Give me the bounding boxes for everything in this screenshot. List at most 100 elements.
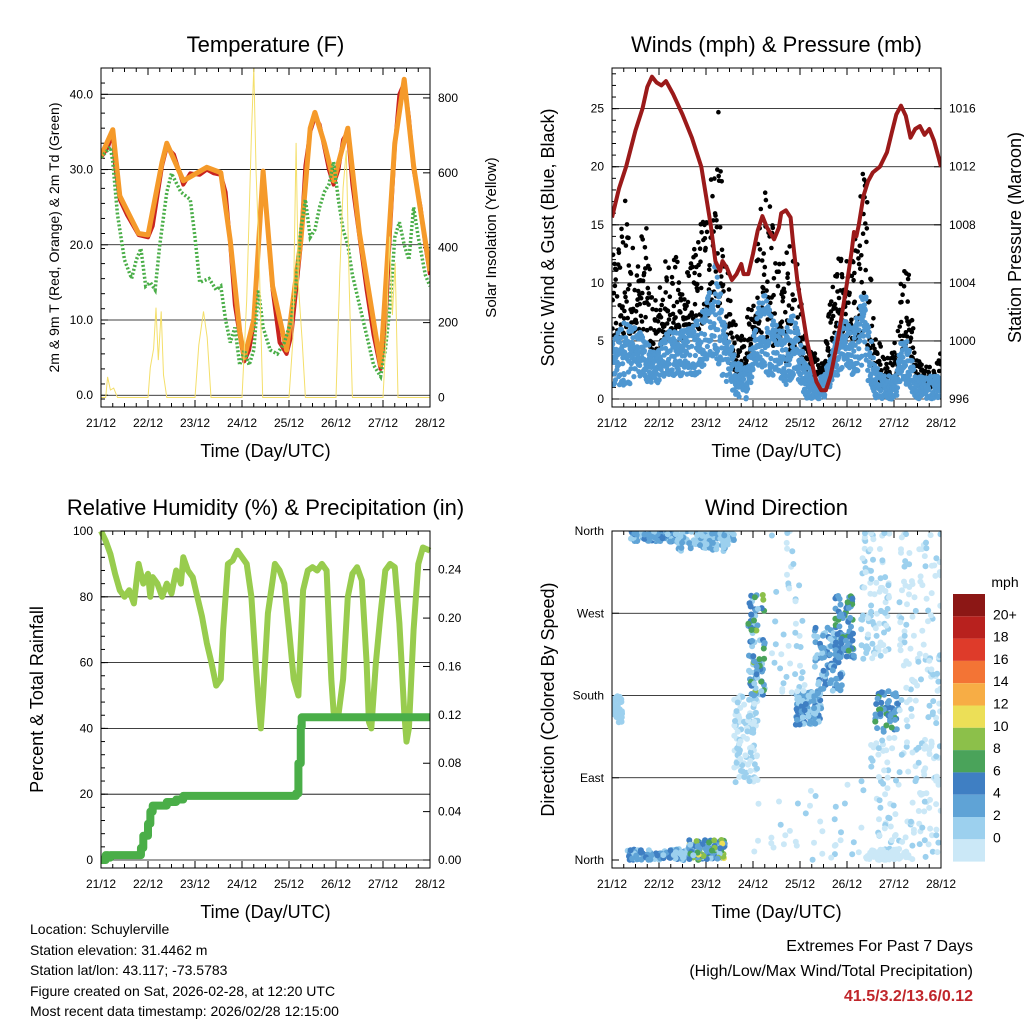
y2-tick-label: 0.04 bbox=[438, 805, 462, 819]
y2-axis-label: Solar Insolation (Yellow) bbox=[483, 157, 500, 317]
gust-point bbox=[847, 290, 852, 296]
x-tick-label: 23/12 bbox=[180, 416, 210, 430]
direction-point bbox=[885, 814, 892, 821]
direction-point bbox=[899, 587, 905, 594]
direction-point bbox=[800, 687, 807, 694]
y-tick-label: 0 bbox=[597, 392, 604, 406]
series-precipitation bbox=[99, 713, 430, 864]
wind-point bbox=[648, 379, 654, 385]
gust-point bbox=[787, 244, 792, 249]
direction-point bbox=[909, 676, 915, 683]
direction-point bbox=[868, 602, 875, 609]
direction-point bbox=[686, 837, 693, 844]
gust-point bbox=[719, 274, 724, 279]
gust-point bbox=[768, 300, 773, 306]
gust-point bbox=[832, 301, 838, 307]
gust-point bbox=[697, 246, 703, 251]
y-tick-label: 60 bbox=[80, 656, 94, 670]
gust-point bbox=[693, 252, 698, 258]
direction-point bbox=[922, 563, 929, 570]
direction-point bbox=[732, 779, 739, 786]
direction-point bbox=[890, 802, 897, 809]
direction-point bbox=[893, 726, 900, 733]
gust-point bbox=[765, 279, 770, 285]
gust-point bbox=[730, 335, 735, 340]
wind-point bbox=[704, 343, 711, 350]
direction-point bbox=[837, 671, 844, 678]
direction-point bbox=[901, 632, 908, 639]
gust-point bbox=[638, 313, 644, 319]
legend-swatch bbox=[953, 750, 985, 773]
gust-point bbox=[879, 368, 884, 373]
direction-point bbox=[910, 632, 917, 639]
x-tick-label: 22/12 bbox=[133, 416, 163, 430]
y2-tick-label: 200 bbox=[438, 316, 458, 330]
gust-point bbox=[834, 272, 840, 277]
y-axis-label: Percent & Total Rainfall bbox=[27, 606, 47, 793]
wind-point bbox=[731, 352, 737, 358]
x-tick-label: 25/12 bbox=[274, 416, 304, 430]
direction-point bbox=[753, 753, 760, 760]
gust-point bbox=[709, 280, 715, 285]
gust-point bbox=[780, 295, 786, 300]
direction-point bbox=[807, 787, 814, 794]
direction-point bbox=[858, 626, 865, 633]
legend-label: 6 bbox=[993, 762, 1001, 778]
gust-point bbox=[618, 313, 624, 318]
wind-point bbox=[790, 313, 796, 319]
direction-point bbox=[919, 627, 926, 634]
direction-point bbox=[778, 651, 785, 658]
gust-point bbox=[641, 326, 646, 332]
direction-point bbox=[677, 849, 684, 856]
series-dewpoint bbox=[101, 143, 430, 382]
direction-point bbox=[812, 654, 819, 661]
x-axis-label: Time (Day/UTC) bbox=[200, 441, 330, 461]
direction-point bbox=[783, 539, 790, 546]
wind-point bbox=[900, 354, 906, 360]
direction-point bbox=[884, 785, 891, 792]
direction-point bbox=[925, 607, 932, 614]
extremes-subtitle: (High/Low/Max Wind/Total Precipitation) bbox=[689, 963, 973, 980]
direction-point bbox=[751, 658, 757, 665]
gust-point bbox=[666, 265, 671, 271]
panel-humidity: Relative Humidity (%) & Precipitation (i… bbox=[27, 495, 464, 922]
direction-point bbox=[869, 757, 876, 764]
wind-point bbox=[762, 293, 768, 299]
direction-point bbox=[844, 599, 851, 606]
y-tick-label: East bbox=[580, 771, 605, 785]
gust-point bbox=[704, 220, 709, 225]
direction-point bbox=[708, 847, 715, 854]
wind-point bbox=[835, 372, 841, 378]
direction-point bbox=[870, 556, 876, 563]
gust-point bbox=[634, 273, 640, 278]
plot-frame bbox=[100, 67, 431, 408]
direction-point bbox=[770, 844, 777, 851]
direction-cluster bbox=[675, 531, 728, 554]
gust-point bbox=[619, 234, 625, 239]
gust-point bbox=[641, 270, 647, 276]
direction-point bbox=[714, 855, 721, 862]
panel-temperature: Temperature (F) 0.0 10.0 20.0 30.0 40.0 0 200 40… bbox=[46, 32, 500, 461]
direction-point bbox=[667, 847, 674, 854]
gust-point bbox=[720, 253, 726, 259]
gust-point bbox=[792, 297, 798, 303]
gust-point bbox=[702, 236, 708, 241]
direction-point bbox=[693, 838, 700, 845]
gust-point bbox=[905, 299, 910, 304]
gust-point bbox=[781, 261, 786, 267]
gust-point bbox=[653, 298, 658, 303]
direction-point bbox=[904, 723, 911, 730]
gust-point bbox=[757, 247, 763, 252]
gust-point bbox=[677, 324, 682, 330]
plot-area bbox=[98, 531, 432, 864]
direction-point bbox=[908, 705, 915, 712]
direction-point bbox=[727, 531, 734, 535]
gust-point bbox=[764, 288, 769, 293]
direction-point bbox=[794, 716, 800, 723]
gust-point bbox=[689, 312, 695, 317]
direction-point bbox=[717, 845, 724, 852]
direction-point bbox=[903, 684, 910, 691]
direction-point bbox=[863, 650, 870, 656]
direction-point bbox=[797, 644, 804, 650]
direction-point bbox=[734, 728, 741, 735]
